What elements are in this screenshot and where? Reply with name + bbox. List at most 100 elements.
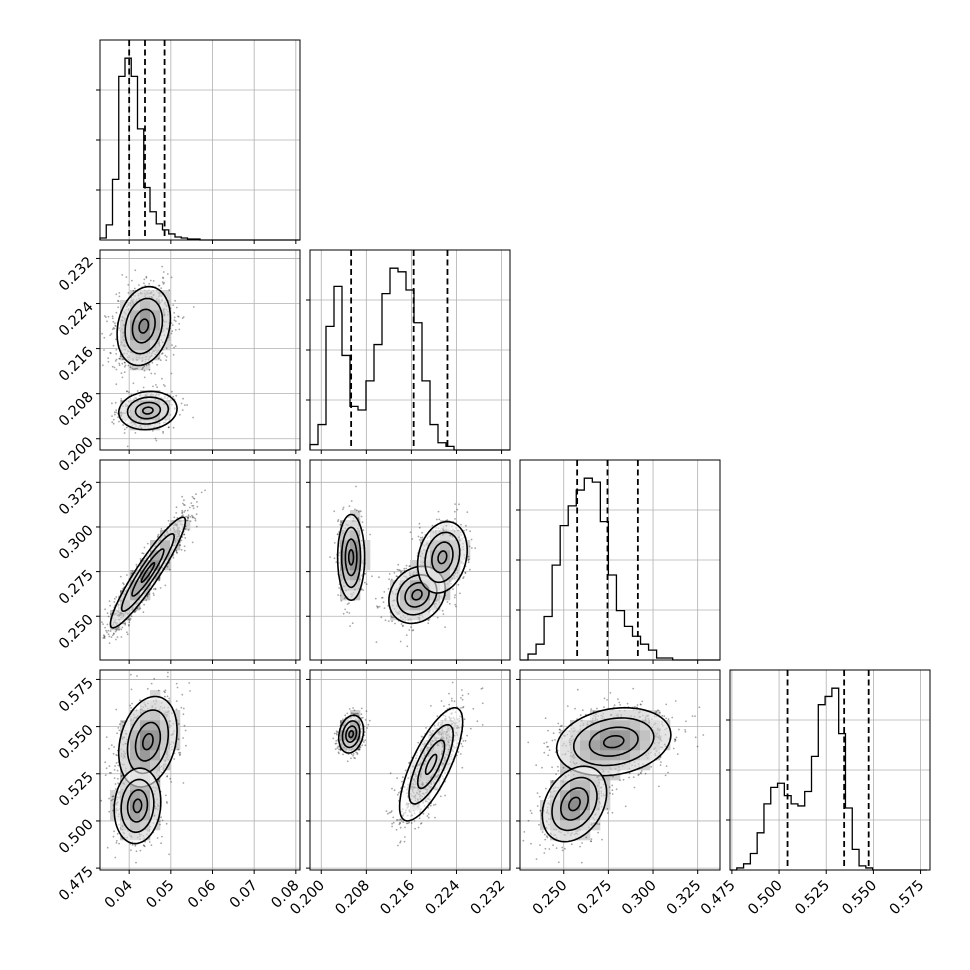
scatter-point bbox=[398, 823, 401, 826]
scatter-point bbox=[418, 817, 421, 820]
scatter-point bbox=[340, 521, 343, 523]
scatter-point bbox=[551, 739, 554, 742]
scatter-point bbox=[694, 715, 696, 717]
scatter-point bbox=[177, 315, 179, 318]
scatter-point bbox=[357, 748, 360, 751]
scatter-point bbox=[399, 822, 401, 825]
scatter-point bbox=[346, 760, 349, 763]
scatter-point bbox=[544, 847, 547, 850]
scatter-point bbox=[628, 772, 631, 775]
scatter-point bbox=[454, 503, 456, 505]
scatter-point bbox=[178, 754, 181, 757]
scatter-point bbox=[162, 430, 165, 433]
scatter-point bbox=[391, 616, 393, 619]
scatter-point bbox=[183, 504, 185, 506]
scatter-point bbox=[467, 693, 470, 695]
scatter-point bbox=[659, 711, 661, 714]
contour-line bbox=[126, 788, 149, 823]
scatter-point bbox=[153, 677, 156, 680]
scatter-point bbox=[116, 769, 119, 772]
scatter-point bbox=[108, 747, 110, 750]
scatter-point bbox=[204, 489, 207, 492]
scatter-point bbox=[381, 596, 384, 599]
scatter-point bbox=[361, 716, 364, 719]
scatter-point bbox=[348, 612, 351, 614]
scatter-point bbox=[454, 594, 457, 596]
scatter-point bbox=[438, 518, 441, 521]
scatter-point bbox=[382, 601, 385, 603]
scatter-point bbox=[451, 681, 454, 684]
scatter-point bbox=[369, 533, 371, 536]
scatter-point bbox=[161, 377, 163, 380]
scatter-point bbox=[112, 809, 114, 812]
scatter-point bbox=[336, 533, 339, 536]
scatter-point bbox=[380, 616, 383, 619]
scatter-point bbox=[362, 589, 364, 591]
x-tick-label: 0.250 bbox=[530, 878, 571, 919]
scatter-point bbox=[165, 794, 167, 797]
scatter-point bbox=[408, 762, 411, 764]
scatter-point bbox=[434, 816, 436, 819]
scatter-point bbox=[144, 284, 147, 287]
scatter-point bbox=[195, 525, 198, 528]
scatter-point bbox=[453, 510, 456, 513]
panel-frame bbox=[309, 669, 511, 871]
scatter-point bbox=[110, 332, 113, 335]
scatter-point bbox=[115, 788, 117, 790]
contour-line bbox=[140, 562, 156, 583]
scatter-point bbox=[387, 620, 390, 622]
panel-3-0 bbox=[96, 669, 301, 874]
scatter-point bbox=[115, 368, 118, 371]
scatter-point bbox=[182, 737, 185, 739]
scatter-point bbox=[113, 366, 116, 369]
scatter-point bbox=[665, 765, 668, 767]
scatter-point bbox=[551, 766, 553, 769]
scatter-point bbox=[103, 635, 106, 638]
scatter-point bbox=[460, 742, 463, 745]
scatter-point bbox=[103, 336, 106, 339]
scatter-point bbox=[121, 376, 124, 379]
scatter-point bbox=[400, 818, 402, 821]
scatter-point bbox=[339, 594, 342, 597]
scatter-point bbox=[663, 715, 666, 717]
scatter-point bbox=[108, 642, 111, 644]
scatter-point bbox=[548, 848, 551, 850]
scatter-point bbox=[603, 706, 605, 708]
scatter-point bbox=[124, 622, 126, 625]
scatter-point bbox=[183, 511, 186, 513]
scatter-point bbox=[115, 338, 117, 341]
scatter-point bbox=[391, 787, 393, 790]
scatter-point bbox=[191, 541, 194, 544]
scatter-point bbox=[176, 551, 179, 554]
scatter-point bbox=[442, 613, 445, 615]
scatter-point bbox=[350, 757, 352, 760]
scatter-point bbox=[408, 629, 411, 631]
scatter-point bbox=[162, 271, 165, 273]
scatter-point bbox=[523, 831, 526, 833]
scatter-point bbox=[150, 844, 153, 847]
scatter-point bbox=[598, 823, 601, 825]
scatter-point bbox=[544, 838, 547, 841]
scatter-point bbox=[156, 837, 159, 839]
scatter-point bbox=[585, 836, 588, 839]
scatter-point bbox=[633, 786, 636, 789]
scatter-point bbox=[392, 821, 395, 824]
scatter-point bbox=[114, 322, 116, 324]
scatter-point bbox=[120, 400, 123, 402]
scatter-point bbox=[561, 849, 564, 852]
scatter-point bbox=[178, 752, 180, 754]
scatter-point bbox=[344, 714, 347, 717]
contour-line bbox=[126, 709, 170, 775]
scatter-point bbox=[545, 741, 548, 744]
scatter-point bbox=[409, 565, 411, 567]
scatter-point bbox=[189, 690, 191, 692]
scatter-point bbox=[562, 766, 565, 769]
scatter-point bbox=[530, 842, 532, 845]
contour-line bbox=[345, 725, 358, 744]
scatter-point bbox=[611, 811, 614, 814]
scatter-point bbox=[111, 317, 114, 320]
scatter-point bbox=[163, 282, 166, 284]
scatter-point bbox=[147, 363, 150, 366]
histogram-p3 bbox=[730, 687, 927, 871]
scatter-point bbox=[539, 810, 542, 812]
